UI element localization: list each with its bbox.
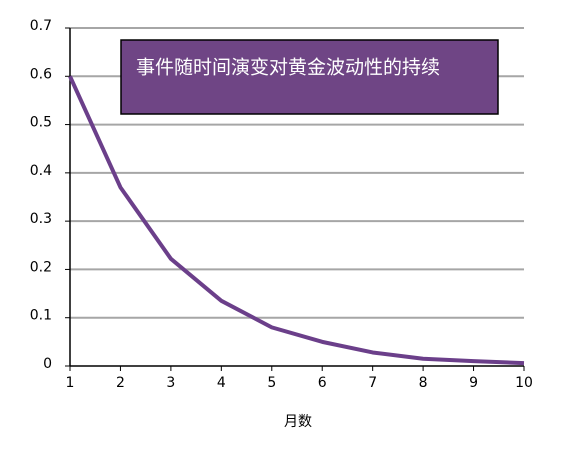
y-tick-label: 0.1 [30,308,52,324]
y-tick-label: 0 [43,356,52,372]
y-tick-label: 0.4 [30,163,52,179]
x-tick-label: 9 [469,375,478,391]
x-tick-label: 2 [116,375,125,391]
x-axis-label: 月数 [284,414,312,430]
x-tick-label: 1 [66,375,75,391]
y-tick-label: 0.5 [30,115,52,131]
y-tick-label: 0.2 [30,259,52,275]
x-tick-label: 3 [166,375,175,391]
x-tick-label: 7 [368,375,377,391]
y-tick-label: 0.7 [30,18,52,34]
y-tick-label: 0.3 [30,211,52,227]
line-series [68,75,525,366]
title-box [120,39,499,115]
x-tick-label: 6 [318,375,327,391]
x-tick-label: 8 [419,375,428,391]
chart-title: 事件随时间演变对黄金波动性的持续 [136,57,440,79]
x-tick-label: 5 [267,375,276,391]
x-tick-label: 4 [217,375,226,391]
y-tick-label: 0.6 [30,66,52,82]
x-tick-label: 10 [515,375,533,391]
